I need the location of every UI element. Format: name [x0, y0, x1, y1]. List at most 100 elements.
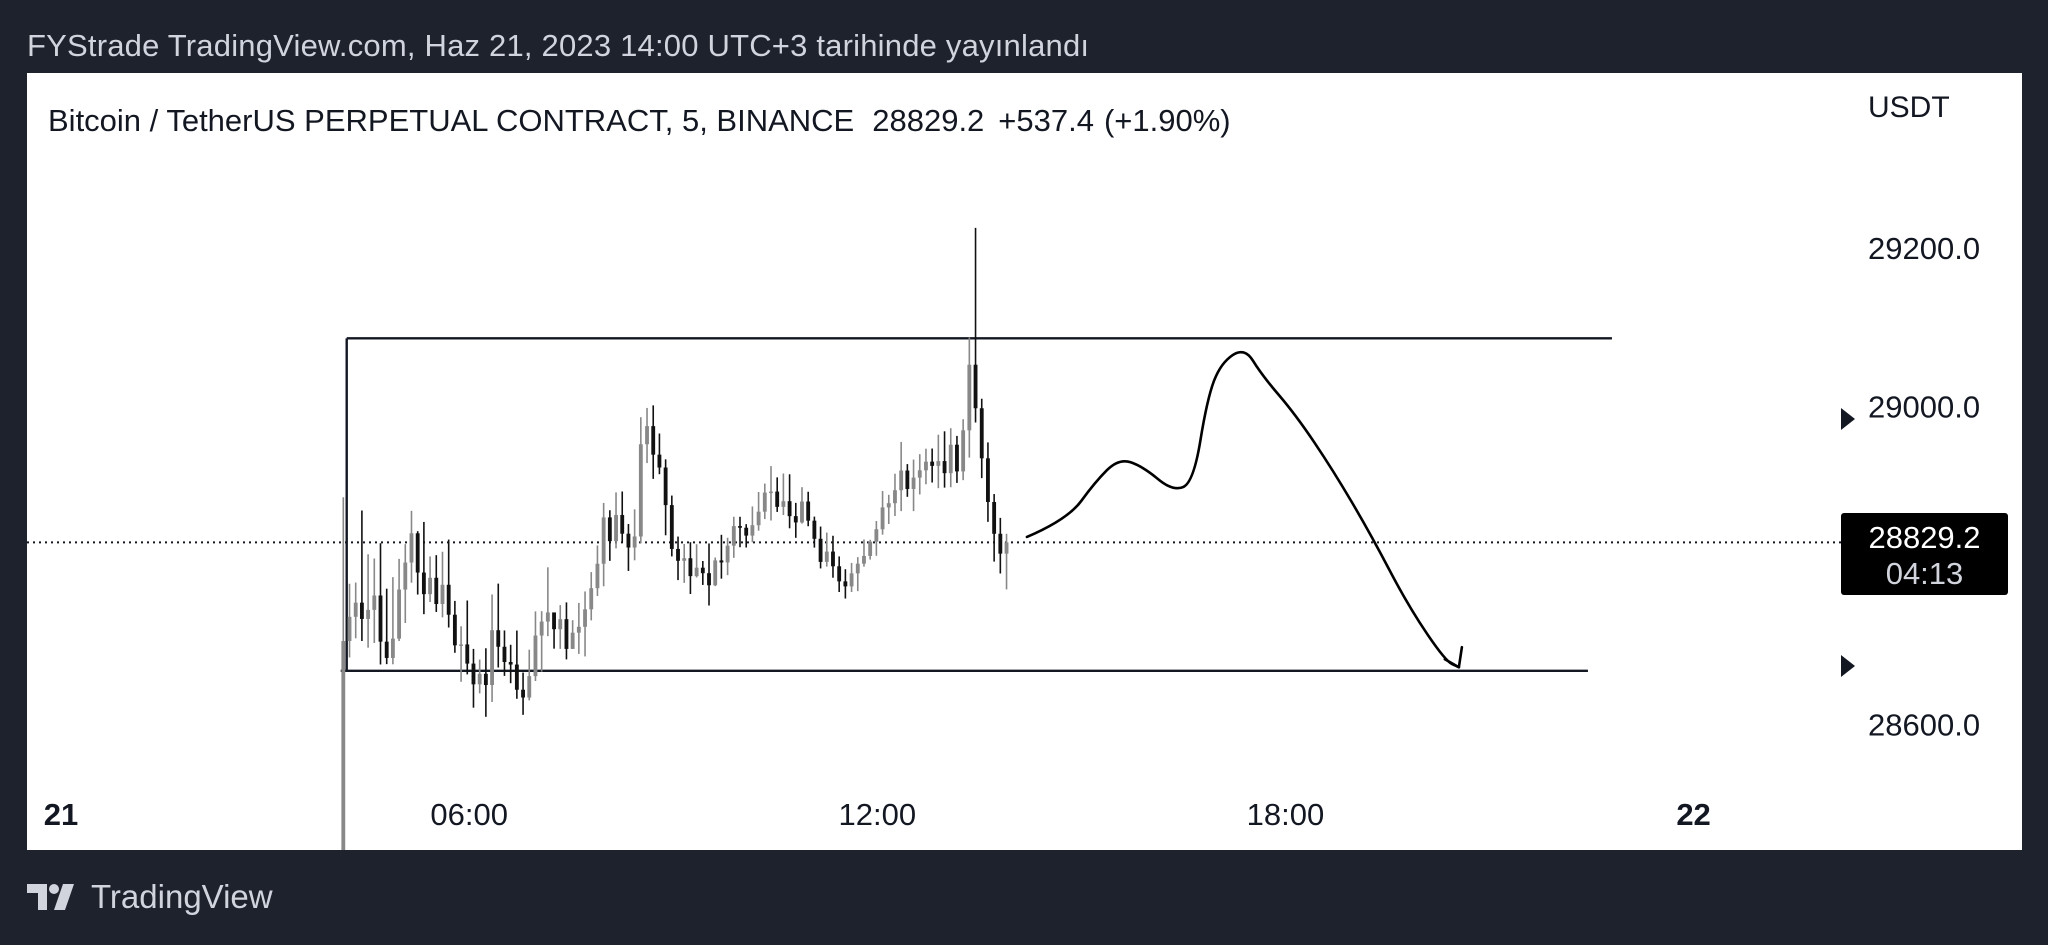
candle [477, 659, 482, 694]
tradingview-logo-icon [27, 884, 74, 910]
candle [886, 494, 891, 525]
candle [359, 510, 364, 642]
candle [552, 612, 556, 649]
candle [750, 506, 755, 543]
price-tick-label: 29000.0 [1868, 390, 1980, 425]
candle [372, 558, 377, 644]
price-axis[interactable]: 29200.0 29000.0 28600.0 [1868, 231, 1980, 743]
current-price-value: 28829.2 [1868, 520, 1981, 555]
symbol-name: Bitcoin / TetherUS PERPETUAL CONTRACT, 5… [48, 103, 855, 138]
candle [378, 543, 383, 665]
candle [353, 582, 358, 639]
time-tick-label: 21 [44, 797, 78, 832]
symbol-info: Bitcoin / TetherUS PERPETUAL CONTRACT, 5… [48, 103, 1231, 139]
candlestick-chart[interactable]: 29200.0 29000.0 28600.0 21 06:00 12:00 18:00 2… [27, 73, 2022, 850]
candle [948, 428, 953, 488]
price-change-percent: (+1.90%) [1103, 103, 1231, 138]
candle [874, 520, 879, 556]
candle [366, 554, 371, 648]
candle [917, 454, 922, 495]
candle [583, 591, 587, 657]
candle [955, 435, 959, 483]
candle [911, 459, 916, 512]
candle [979, 398, 984, 479]
candle [837, 556, 842, 593]
candle [595, 545, 600, 596]
currency-label[interactable]: USDT [1868, 91, 1950, 124]
candle [936, 434, 941, 489]
candle [527, 649, 532, 701]
candle [781, 473, 786, 516]
alert-marker-lower-icon[interactable] [1841, 655, 1855, 677]
candle [558, 605, 563, 649]
candle [440, 551, 445, 618]
candle [849, 562, 854, 593]
candle [459, 626, 463, 682]
candle [756, 491, 761, 531]
candle [632, 509, 637, 561]
candle [620, 491, 625, 543]
candle [403, 544, 408, 623]
candle [930, 448, 935, 483]
candle [924, 448, 928, 485]
candle [824, 532, 829, 567]
candle [800, 487, 804, 524]
candle [725, 537, 730, 576]
candle [893, 473, 897, 516]
candle [446, 539, 451, 628]
candle [880, 491, 885, 535]
candle [483, 648, 488, 717]
candle [775, 477, 780, 512]
candle [645, 407, 649, 464]
candle [434, 555, 439, 612]
candle [793, 502, 798, 538]
alert-marker-upper-icon[interactable] [1841, 408, 1855, 430]
candle [676, 536, 680, 581]
candle [465, 600, 470, 675]
candle [899, 441, 904, 512]
candle [713, 557, 718, 587]
brand-name: TradingView [91, 878, 273, 915]
candle [601, 502, 606, 587]
candle [961, 419, 966, 481]
candle [490, 594, 494, 702]
candle [669, 495, 674, 557]
price-tick-label: 29200.0 [1868, 231, 1980, 266]
published-header: FYStrade TradingView.com, Haz 21, 2023 1… [27, 28, 1090, 63]
chart-panel[interactable]: 29200.0 29000.0 28600.0 21 06:00 12:00 18:00 2… [27, 73, 2022, 850]
candle [738, 516, 742, 548]
candle [347, 583, 352, 658]
candle [614, 492, 618, 549]
candle [390, 577, 395, 665]
candle [471, 648, 476, 708]
projection-drawing[interactable] [1025, 350, 1461, 669]
candle [682, 544, 687, 583]
candle [967, 337, 972, 458]
bar-countdown: 04:13 [1885, 556, 1964, 591]
candle [787, 474, 792, 529]
candle [428, 556, 433, 603]
candle [415, 531, 420, 595]
candle [576, 602, 581, 654]
time-tick-label: 22 [1676, 797, 1710, 832]
candle [707, 543, 711, 606]
candle [539, 611, 544, 672]
candle [818, 526, 823, 569]
candle [651, 405, 656, 479]
footer-brand[interactable]: TradingView [27, 878, 273, 916]
candle [545, 567, 550, 637]
range-box[interactable] [340, 337, 1612, 673]
projection-arrowhead [1443, 645, 1464, 669]
candle [942, 431, 947, 488]
candle [868, 539, 873, 560]
candle [638, 417, 643, 544]
price-tick-label: 28600.0 [1868, 707, 1980, 742]
time-axis[interactable]: 21 06:00 12:00 18:00 22 [44, 797, 1711, 832]
candle [397, 558, 402, 642]
candle [744, 524, 749, 548]
candle [496, 583, 501, 668]
candle [1004, 533, 1009, 590]
candle [589, 572, 594, 621]
candle [341, 497, 346, 850]
candle [973, 227, 978, 423]
